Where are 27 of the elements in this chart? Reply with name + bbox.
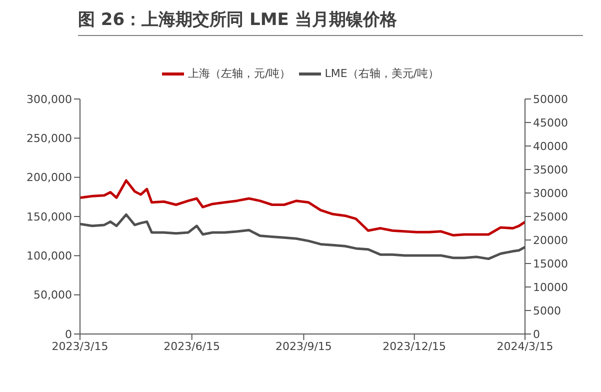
y-tick-label: 150,000 [26,210,72,224]
x-tick-label: 2023/6/15 [164,340,220,353]
x-tick-label: 2023/3/15 [52,340,108,353]
legend-label: LME（右轴，美元/吨） [324,66,439,81]
y-tick-label: 100,000 [26,250,72,263]
y-tick-label: 250,000 [26,132,72,146]
x-tick-label: 2024/3/15 [496,340,554,353]
y2-tick-label: 40000 [533,140,568,153]
y-tick-label: 50,000 [34,288,72,302]
y-tick-label: 0 [65,328,72,341]
y2-tick-label: 50000 [533,92,568,106]
y-tick-label: 300,000 [26,92,72,106]
line-series [80,179,525,237]
y2-tick-label: 5000 [533,304,561,318]
y2-tick-label: 45000 [533,116,568,130]
y-tick-label: 200,000 [26,171,72,184]
legend-label: 上海（左轴，元/吨） [188,66,291,81]
y2-tick-label: 25000 [533,210,568,224]
y2-tick-label: 15000 [533,257,568,270]
y2-tick-label: 30000 [533,186,568,200]
y2-tick-label: 35000 [533,163,568,176]
y2-tick-label: 20000 [533,234,568,247]
y2-tick-label: 10000 [533,280,568,294]
x-tick-label: 2023/9/15 [276,340,332,353]
x-tick-label: 2023/12/15 [382,340,446,353]
y2-tick-label: 0 [533,328,540,341]
chart-title: 图 26：上海期交所同 LME 当月期镍价格 [78,10,397,30]
